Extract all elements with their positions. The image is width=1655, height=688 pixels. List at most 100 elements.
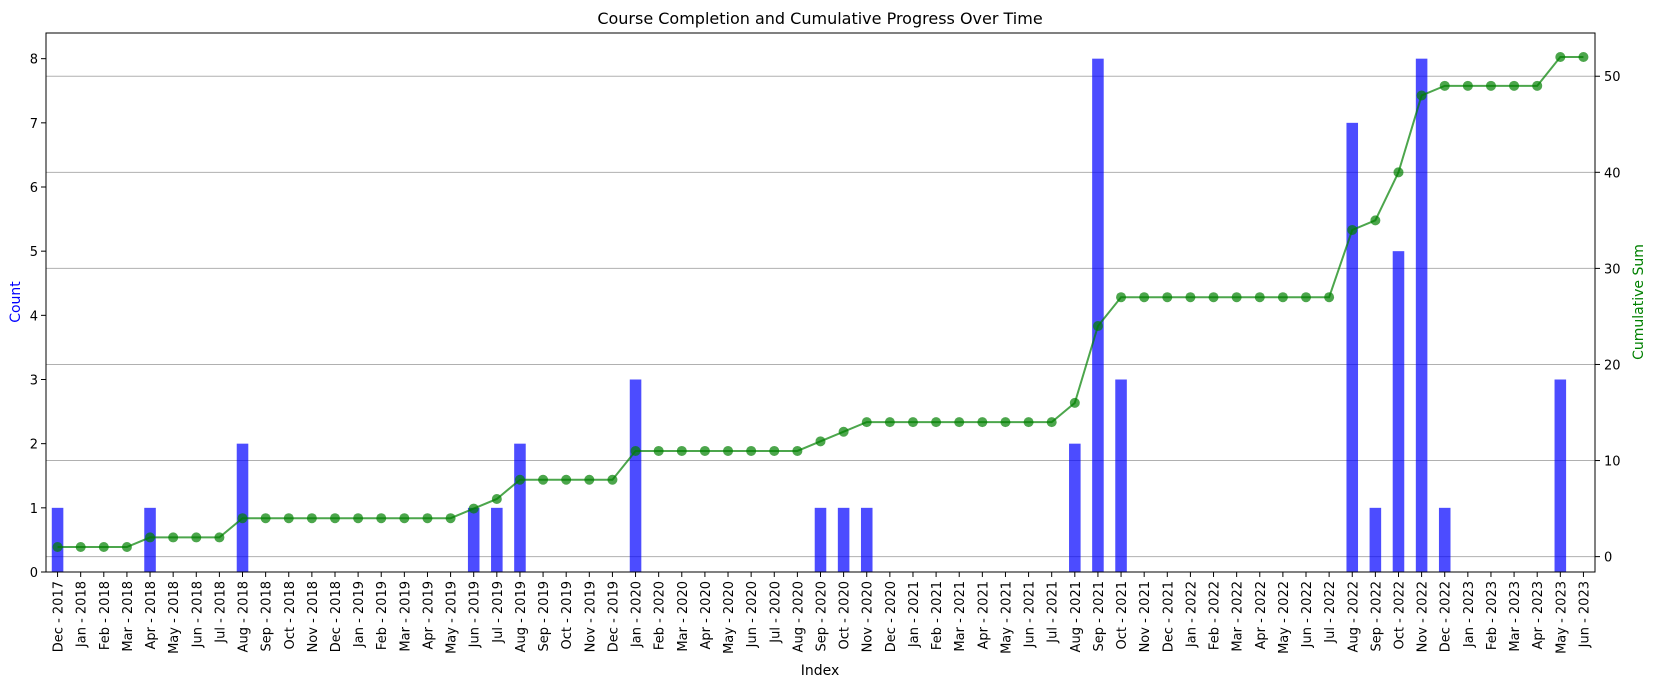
cumulative-point — [121, 542, 132, 553]
count-bar — [1346, 122, 1359, 572]
cumulative-point — [1578, 52, 1589, 63]
x-tick-label: May - 2020 — [722, 581, 737, 654]
x-tick-label: Feb - 2018 — [98, 581, 113, 650]
x-tick-label: Apr - 2022 — [1254, 581, 1269, 650]
cumulative-point — [353, 513, 364, 524]
x-tick-label: Nov - 2022 — [1416, 581, 1431, 652]
x-tick-label: Jul - 2022 — [1323, 581, 1338, 644]
cumulative-point — [746, 445, 757, 456]
y2-tick-label: 50 — [1604, 70, 1621, 85]
y2-tick-label: 20 — [1604, 358, 1621, 373]
x-tick-label: Dec - 2020 — [884, 581, 899, 652]
y-tick-label: 3 — [30, 374, 38, 389]
x-tick-label: Jan - 2022 — [1184, 581, 1199, 648]
x-tick-label: Sep - 2021 — [1092, 581, 1107, 652]
x-tick-label: Jan - 2019 — [352, 581, 367, 648]
y-axis-label-cumulative: Cumulative Sum — [1631, 244, 1647, 360]
x-tick-label: Jun - 2020 — [745, 581, 760, 648]
cumulative-point — [1347, 224, 1358, 235]
cumulative-line — [52, 52, 1589, 553]
cumulative-point — [607, 474, 618, 485]
cumulative-point — [676, 445, 687, 456]
x-tick-label: Mar - 2021 — [953, 581, 968, 652]
y-axis-left: 0 1 2 3 4 5 6 7 8 — [30, 53, 46, 581]
cumulative-point — [1370, 215, 1381, 226]
x-tick-label: Feb - 2020 — [653, 581, 668, 650]
y-tick-label: 0 — [30, 566, 38, 581]
cumulative-point — [561, 474, 572, 485]
cumulative-point — [1509, 80, 1520, 91]
x-tick-label: Apr - 2019 — [421, 581, 436, 650]
cumulative-point — [1162, 292, 1173, 303]
count-bar — [1392, 251, 1405, 572]
count-bar — [51, 507, 64, 572]
y-tick-label: 6 — [30, 181, 38, 196]
x-tick-label: Feb - 2021 — [930, 581, 945, 650]
count-bar — [1415, 58, 1428, 572]
x-tick-label: May - 2022 — [1277, 581, 1292, 654]
x-tick-label: Sep - 2022 — [1369, 581, 1384, 652]
x-tick-label: Oct - 2022 — [1392, 581, 1407, 650]
cumulative-point — [538, 474, 549, 485]
x-tick-label: Jul - 2018 — [213, 581, 228, 644]
cumulative-point — [52, 542, 63, 553]
cumulative-point — [1116, 292, 1127, 303]
y2-tick-label: 0 — [1604, 551, 1612, 566]
cumulative-point — [283, 513, 294, 524]
cumulative-point — [1416, 90, 1427, 101]
cumulative-point — [491, 493, 502, 504]
x-tick-label: Aug - 2019 — [514, 581, 529, 652]
cumulative-point — [1439, 80, 1450, 91]
x-tick-label: May - 2019 — [445, 581, 460, 654]
x-tick-label: Mar - 2022 — [1231, 581, 1246, 652]
count-bar — [1554, 379, 1567, 572]
x-tick-label: Mar - 2023 — [1508, 581, 1523, 652]
cumulative-point — [98, 542, 109, 553]
x-tick-label: Feb - 2022 — [1208, 581, 1223, 650]
y-tick-label: 7 — [30, 117, 38, 132]
x-tick-label: Dec - 2019 — [606, 581, 621, 652]
cumulative-point — [1393, 167, 1404, 178]
cumulative-point — [1069, 397, 1080, 408]
count-bar — [1438, 507, 1451, 572]
x-tick-label: Oct - 2019 — [560, 581, 575, 650]
count-bar — [629, 379, 642, 572]
cumulative-point — [1092, 321, 1103, 332]
count-bar — [514, 443, 526, 572]
cumulative-point — [815, 436, 826, 447]
x-tick-label: Oct - 2020 — [838, 581, 853, 650]
count-bar — [1115, 379, 1127, 572]
cumulative-point — [769, 445, 780, 456]
x-tick-label: Aug - 2021 — [1069, 581, 1084, 652]
cumulative-point — [468, 503, 479, 514]
cumulative-point — [907, 417, 918, 428]
cumulative-point — [1555, 52, 1566, 63]
x-tick-label: Sep - 2020 — [815, 581, 830, 652]
x-tick-label: Oct - 2021 — [1115, 581, 1130, 650]
y-tick-label: 1 — [30, 502, 38, 517]
cumulative-point — [191, 532, 202, 543]
y2-tick-label: 30 — [1604, 262, 1621, 277]
x-tick-label: Nov - 2020 — [861, 581, 876, 652]
count-bar — [467, 507, 480, 572]
cumulative-point — [1485, 80, 1496, 91]
cumulative-point — [584, 474, 595, 485]
count-bar — [236, 443, 249, 572]
x-axis-label: Index — [801, 663, 840, 679]
cumulative-point — [168, 532, 179, 543]
y2-tick-label: 10 — [1604, 455, 1621, 470]
cumulative-point — [445, 513, 456, 524]
cumulative-point — [329, 513, 340, 524]
cumulative-point — [1139, 292, 1150, 303]
x-tick-label: Dec - 2018 — [329, 581, 344, 652]
x-tick-label: Oct - 2018 — [283, 581, 298, 650]
cumulative-point — [1023, 417, 1034, 428]
x-tick-label: Aug - 2022 — [1346, 581, 1361, 652]
x-tick-label: May - 2023 — [1554, 581, 1569, 654]
x-tick-label: Feb - 2019 — [375, 581, 390, 650]
x-tick-label: Jun - 2019 — [468, 581, 483, 648]
cumulative-point — [422, 513, 433, 524]
cumulative-point — [237, 513, 248, 524]
x-tick-label: Mar - 2018 — [121, 581, 136, 652]
